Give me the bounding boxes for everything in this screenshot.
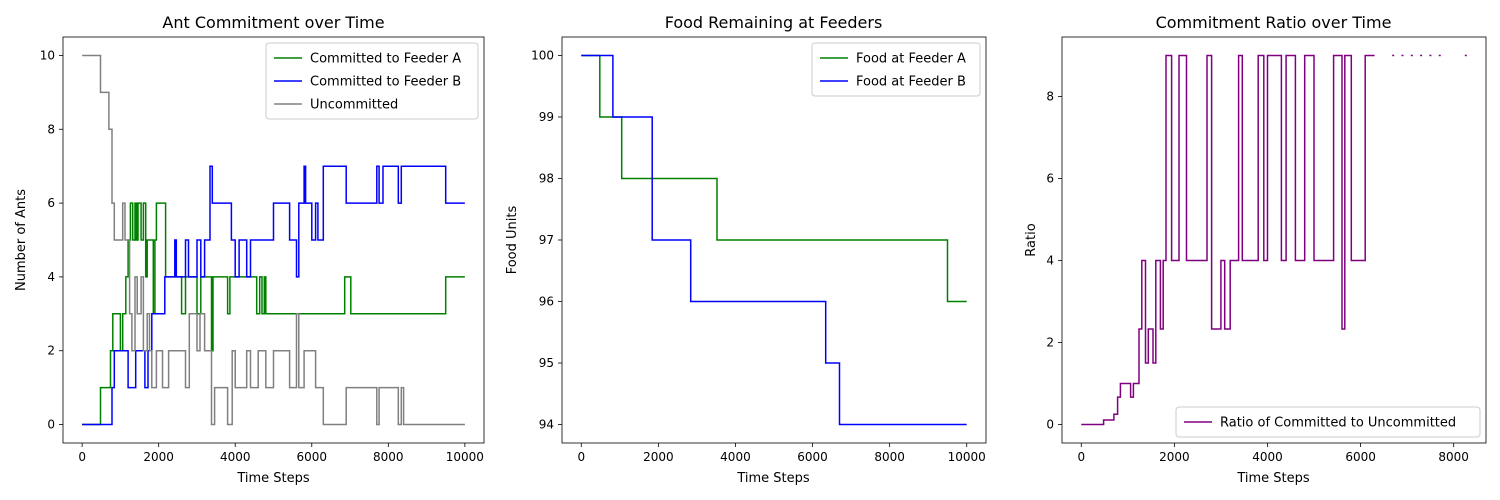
legend-box bbox=[265, 42, 479, 120]
x-tick-label: 2000 bbox=[643, 450, 674, 464]
series-line-2 bbox=[82, 54, 465, 426]
x-tick-label: 0 bbox=[78, 450, 86, 464]
y-tick-label: 10 bbox=[40, 48, 55, 62]
x-tick-label: 6000 bbox=[797, 450, 828, 464]
y-tick-label: 6 bbox=[1046, 171, 1054, 185]
x-axis-label: Time Steps bbox=[1236, 471, 1310, 486]
legend-label: Uncommitted bbox=[310, 98, 398, 113]
x-tick-label: 6000 bbox=[296, 450, 327, 464]
plot-area bbox=[581, 54, 967, 426]
series-line-1 bbox=[82, 165, 465, 426]
y-tick-label: 2 bbox=[47, 344, 55, 358]
y-tick-label: 95 bbox=[539, 356, 554, 370]
x-tick-label: 10000 bbox=[948, 450, 986, 464]
chart-title: Ant Commitment over Time bbox=[162, 13, 384, 32]
series-line-0 bbox=[581, 54, 967, 303]
y-tick-label: 94 bbox=[539, 418, 554, 432]
y-tick-label: 4 bbox=[1046, 254, 1054, 268]
y-tick-label: 8 bbox=[1046, 89, 1054, 103]
series-line-0 bbox=[1081, 54, 1375, 426]
legend-label: Food at Feeder B bbox=[856, 75, 966, 90]
x-tick-label: 2000 bbox=[1159, 450, 1190, 464]
legend-box bbox=[1175, 406, 1481, 438]
x-tick-label: 4000 bbox=[720, 450, 751, 464]
y-tick-label: 96 bbox=[539, 295, 554, 309]
y-tick-label: 99 bbox=[539, 110, 554, 124]
plot-area bbox=[1081, 54, 1467, 426]
legend: Ratio of Committed to Uncommitted bbox=[1175, 406, 1481, 438]
x-tick-label: 10000 bbox=[446, 450, 484, 464]
y-tick-label: 0 bbox=[1046, 418, 1054, 432]
plot-area bbox=[82, 54, 465, 426]
axes-frame bbox=[62, 36, 485, 444]
series-line-1 bbox=[581, 54, 967, 426]
series-line-0 bbox=[82, 202, 465, 426]
chart-title: Commitment Ratio over Time bbox=[1156, 13, 1392, 32]
y-tick-label: 8 bbox=[47, 122, 55, 136]
y-tick-label: 100 bbox=[531, 48, 554, 62]
x-tick-label: 6000 bbox=[1345, 450, 1376, 464]
ratio-chart: Commitment Ratio over Time Time Steps Ra… bbox=[1024, 13, 1487, 486]
y-tick-label: 0 bbox=[47, 418, 55, 432]
legend-box bbox=[811, 42, 981, 97]
legend-label: Ratio of Committed to Uncommitted bbox=[1220, 416, 1456, 431]
x-tick-label: 0 bbox=[1077, 450, 1085, 464]
y-axis-label: Food Units bbox=[505, 206, 520, 275]
x-tick-label: 0 bbox=[577, 450, 585, 464]
legend-label: Committed to Feeder B bbox=[310, 75, 461, 90]
commitment-chart: Ant Commitment over Time Time Steps Numb… bbox=[14, 13, 485, 486]
x-tick-label: 8000 bbox=[373, 450, 404, 464]
y-tick-label: 6 bbox=[47, 196, 55, 210]
x-axis-label: Time Steps bbox=[736, 471, 810, 486]
y-tick-label: 2 bbox=[1046, 336, 1054, 350]
x-tick-label: 4000 bbox=[220, 450, 251, 464]
legend: Committed to Feeder A Committed to Feeder… bbox=[265, 42, 479, 120]
y-axis-label: Ratio bbox=[1024, 223, 1039, 256]
y-tick-label: 97 bbox=[539, 233, 554, 247]
y-axis-label: Number of Ants bbox=[14, 189, 29, 291]
x-tick-label: 2000 bbox=[143, 450, 174, 464]
x-axis-label: Time Steps bbox=[236, 471, 310, 486]
x-tick-label: 4000 bbox=[1252, 450, 1283, 464]
axes-frame bbox=[1061, 36, 1487, 444]
x-tick-label: 8000 bbox=[1438, 450, 1469, 464]
x-tick-label: 8000 bbox=[874, 450, 905, 464]
legend-label: Committed to Feeder A bbox=[310, 52, 461, 67]
legend-label: Food at Feeder A bbox=[856, 52, 966, 67]
legend: Food at Feeder A Food at Feeder B bbox=[811, 42, 981, 97]
food-chart: Food Remaining at Feeders Time Steps Foo… bbox=[505, 13, 987, 486]
y-tick-label: 4 bbox=[47, 270, 55, 284]
chart-title: Food Remaining at Feeders bbox=[665, 13, 883, 32]
y-tick-label: 98 bbox=[539, 171, 554, 185]
